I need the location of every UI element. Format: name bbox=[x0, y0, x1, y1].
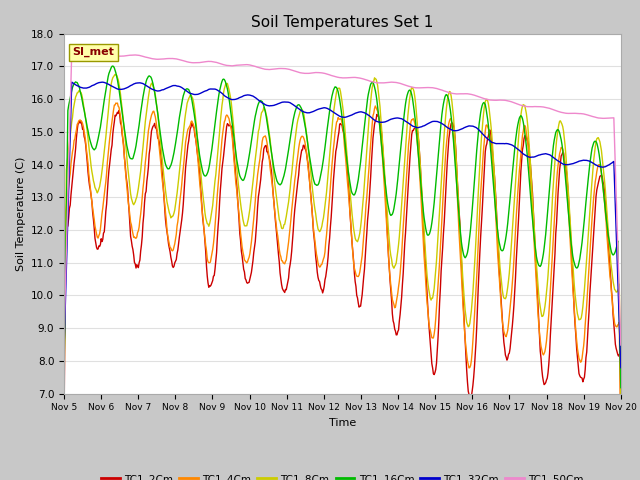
TC1_2Cm bbox=[115, 108, 123, 113]
Line: TC1_32Cm: TC1_32Cm bbox=[64, 82, 621, 368]
TC1_8Cm bbox=[128, 198, 136, 204]
X-axis label: Time: Time bbox=[329, 418, 356, 428]
TC1_16Cm bbox=[109, 63, 116, 69]
TC1_4Cm bbox=[112, 100, 120, 106]
TC1_4Cm bbox=[185, 125, 193, 131]
TC1_2Cm bbox=[411, 126, 419, 132]
TC1_50Cm bbox=[92, 49, 100, 55]
TC1_32Cm bbox=[68, 79, 76, 85]
TC1_8Cm bbox=[111, 72, 119, 77]
Y-axis label: Soil Temperature (C): Soil Temperature (C) bbox=[15, 156, 26, 271]
TC1_2Cm bbox=[185, 138, 193, 144]
TC1_50Cm bbox=[411, 85, 419, 91]
TC1_16Cm bbox=[60, 370, 68, 376]
TC1_8Cm bbox=[214, 144, 222, 150]
TC1_16Cm bbox=[70, 81, 78, 86]
Line: TC1_16Cm: TC1_16Cm bbox=[64, 66, 621, 388]
TC1_50Cm bbox=[185, 60, 193, 65]
TC1_50Cm bbox=[214, 60, 222, 66]
TC1_8Cm bbox=[70, 102, 78, 108]
TC1_32Cm bbox=[617, 365, 625, 371]
Title: Soil Temperatures Set 1: Soil Temperatures Set 1 bbox=[252, 15, 433, 30]
TC1_4Cm bbox=[214, 182, 222, 188]
TC1_8Cm bbox=[60, 398, 68, 404]
TC1_4Cm bbox=[60, 375, 68, 381]
TC1_16Cm bbox=[617, 385, 625, 391]
TC1_2Cm bbox=[128, 243, 136, 249]
TC1_50Cm bbox=[70, 50, 78, 56]
TC1_16Cm bbox=[185, 86, 193, 92]
TC1_2Cm bbox=[214, 223, 222, 229]
TC1_8Cm bbox=[411, 94, 419, 100]
TC1_4Cm bbox=[128, 227, 136, 233]
TC1_32Cm bbox=[71, 82, 79, 87]
TC1_32Cm bbox=[214, 88, 222, 94]
Line: TC1_8Cm: TC1_8Cm bbox=[64, 74, 621, 401]
TC1_32Cm bbox=[185, 90, 193, 96]
TC1_8Cm bbox=[185, 96, 193, 102]
TC1_4Cm bbox=[617, 438, 625, 444]
TC1_16Cm bbox=[128, 156, 136, 162]
TC1_32Cm bbox=[128, 82, 136, 88]
TC1_16Cm bbox=[411, 113, 419, 119]
TC1_50Cm bbox=[617, 342, 625, 348]
Legend: TC1_2Cm, TC1_4Cm, TC1_8Cm, TC1_16Cm, TC1_32Cm, TC1_50Cm: TC1_2Cm, TC1_4Cm, TC1_8Cm, TC1_16Cm, TC1… bbox=[97, 470, 588, 480]
Line: TC1_4Cm: TC1_4Cm bbox=[64, 103, 621, 441]
TC1_2Cm bbox=[70, 160, 78, 166]
Line: TC1_50Cm: TC1_50Cm bbox=[64, 52, 621, 345]
TC1_16Cm bbox=[428, 225, 435, 230]
TC1_4Cm bbox=[411, 120, 419, 126]
Text: SI_met: SI_met bbox=[72, 47, 114, 58]
Line: TC1_2Cm: TC1_2Cm bbox=[64, 110, 621, 432]
TC1_32Cm bbox=[428, 119, 435, 125]
TC1_2Cm bbox=[428, 352, 435, 358]
TC1_2Cm bbox=[617, 416, 625, 421]
TC1_50Cm bbox=[60, 334, 68, 340]
TC1_4Cm bbox=[70, 138, 78, 144]
TC1_50Cm bbox=[128, 52, 136, 58]
TC1_16Cm bbox=[214, 97, 222, 103]
TC1_50Cm bbox=[428, 84, 435, 90]
TC1_32Cm bbox=[60, 348, 68, 354]
TC1_2Cm bbox=[60, 429, 68, 434]
TC1_8Cm bbox=[617, 391, 625, 397]
TC1_8Cm bbox=[428, 297, 435, 303]
TC1_4Cm bbox=[428, 331, 435, 337]
TC1_32Cm bbox=[411, 124, 419, 130]
